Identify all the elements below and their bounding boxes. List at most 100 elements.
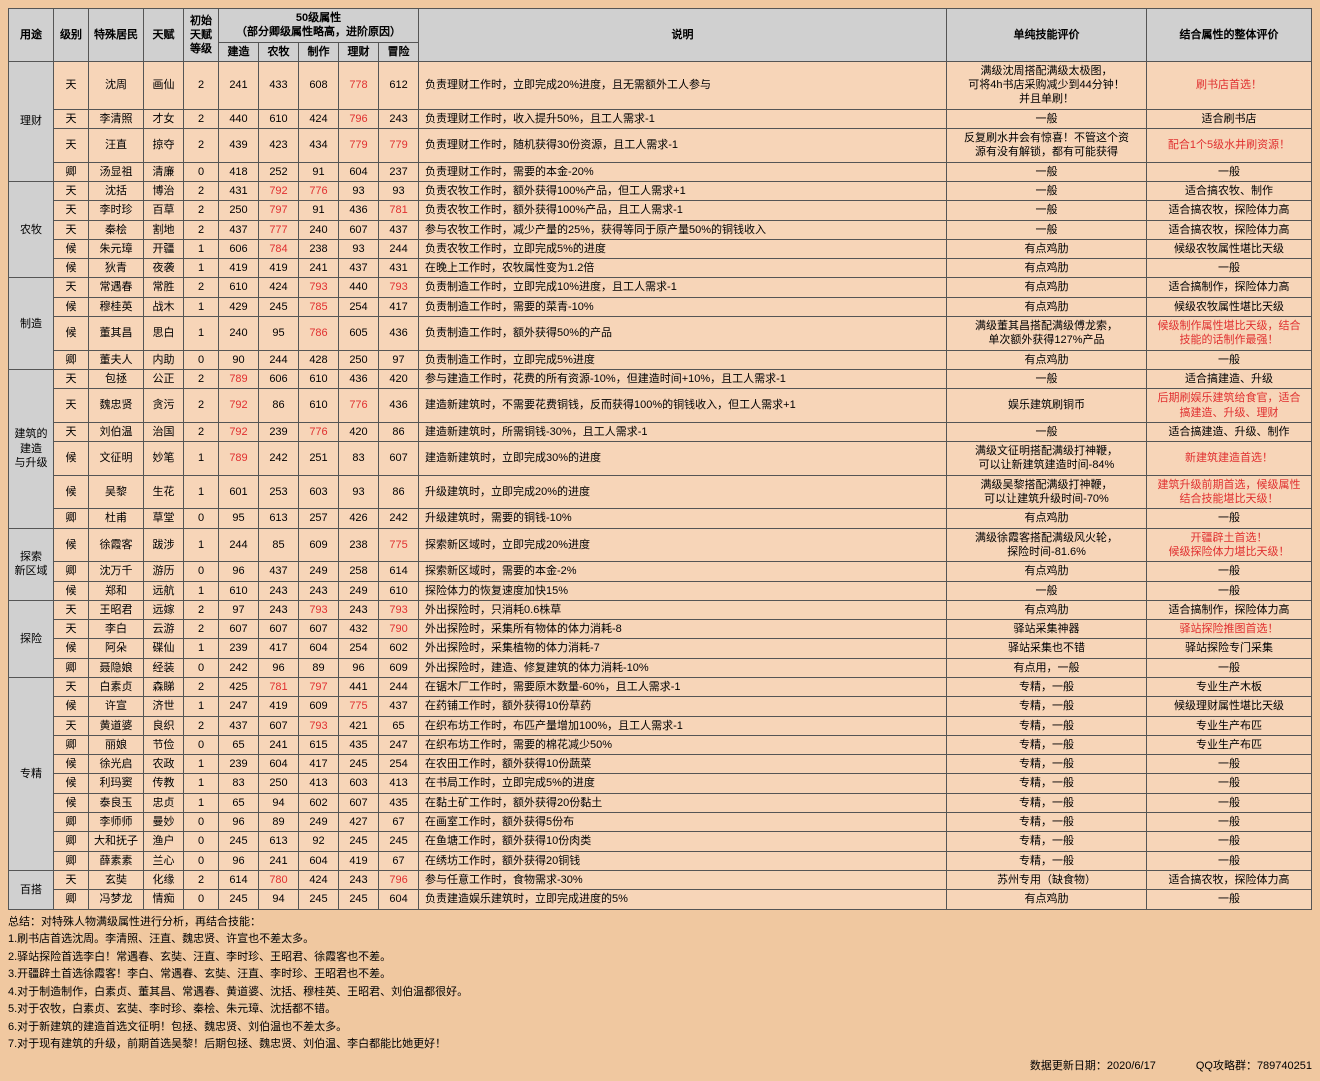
attr-val: 603 — [339, 774, 379, 793]
attr-val: 797 — [299, 677, 339, 696]
init-level: 2 — [184, 369, 219, 388]
desc: 在晚上工作时，农牧属性变为1.2倍 — [419, 259, 947, 278]
attr-val: 607 — [339, 220, 379, 239]
overall-eval: 候级制作属性堪比天级，结合技能的话制作最强！ — [1147, 317, 1312, 351]
level: 候 — [54, 475, 89, 509]
name: 文征明 — [89, 442, 144, 476]
attr-val: 605 — [339, 317, 379, 351]
level: 天 — [54, 677, 89, 696]
attr-val: 245 — [259, 297, 299, 316]
attr-val: 83 — [219, 774, 259, 793]
skill-eval: 驿站采集神器 — [947, 620, 1147, 639]
attr-val: 781 — [379, 201, 419, 220]
attr-val: 792 — [219, 389, 259, 423]
skill-eval: 反复刷水井会有惊喜！不管这个资源有没有解锁，都有可能获得 — [947, 129, 1147, 163]
level: 天 — [54, 61, 89, 109]
desc: 在画室工作时，额外获得5份布 — [419, 813, 947, 832]
name: 大和抚子 — [89, 832, 144, 851]
init-level: 2 — [184, 422, 219, 441]
attr-val: 250 — [259, 774, 299, 793]
attr-val: 421 — [339, 716, 379, 735]
summary-line: 6.对于新建筑的建造首选文征明！包拯、魏忠贤、刘伯温也不差太多。 — [8, 1019, 1312, 1036]
attr-val: 796 — [379, 870, 419, 889]
header-col: 级别 — [54, 9, 89, 62]
skill-eval: 一般 — [947, 109, 1147, 128]
name: 董夫人 — [89, 350, 144, 369]
attr-val: 440 — [339, 278, 379, 297]
attr-val: 431 — [379, 259, 419, 278]
attr-val: 91 — [299, 162, 339, 181]
attr-val: 793 — [299, 716, 339, 735]
attr-val: 433 — [259, 61, 299, 109]
header-sub: 制作 — [299, 42, 339, 61]
skill-eval: 有点鸡肋 — [947, 890, 1147, 909]
attr-val: 796 — [339, 109, 379, 128]
attr-val: 426 — [339, 509, 379, 528]
attr-val: 241 — [219, 61, 259, 109]
init-level: 2 — [184, 278, 219, 297]
attr-val: 97 — [219, 600, 259, 619]
attr-val: 789 — [219, 369, 259, 388]
attr-val: 779 — [339, 129, 379, 163]
attr-val: 417 — [299, 755, 339, 774]
level: 卿 — [54, 832, 89, 851]
desc: 建造新建筑时，所需铜钱-30%，且工人需求-1 — [419, 422, 947, 441]
desc: 在锯木厂工作时，需要原木数量-60%，且工人需求-1 — [419, 677, 947, 696]
attr-val: 95 — [219, 509, 259, 528]
level: 卿 — [54, 509, 89, 528]
skill-eval: 一般 — [947, 581, 1147, 600]
talent: 常胜 — [144, 278, 184, 297]
skill-eval: 专精，一般 — [947, 851, 1147, 870]
skill-eval: 有点鸡肋 — [947, 259, 1147, 278]
attr-val: 797 — [259, 201, 299, 220]
name: 冯梦龙 — [89, 890, 144, 909]
attr-val: 776 — [299, 181, 339, 200]
level: 天 — [54, 278, 89, 297]
name: 穆桂英 — [89, 297, 144, 316]
level: 候 — [54, 297, 89, 316]
skill-eval: 满级沈周搭配满级太极图，可将4h书店采购减少到44分钟！并且单刷！ — [947, 61, 1147, 109]
attr-val: 436 — [379, 389, 419, 423]
skill-eval: 一般 — [947, 162, 1147, 181]
overall-eval: 一般 — [1147, 162, 1312, 181]
attr-val: 441 — [339, 677, 379, 696]
overall-eval: 一般 — [1147, 890, 1312, 909]
attr-val: 606 — [219, 239, 259, 258]
attr-val: 243 — [259, 581, 299, 600]
overall-eval: 适合刷书店 — [1147, 109, 1312, 128]
attr-val: 604 — [339, 162, 379, 181]
desc: 外出探险时，只消耗0.6株草 — [419, 600, 947, 619]
header-col: 单纯技能评价 — [947, 9, 1147, 62]
talent: 夜袭 — [144, 259, 184, 278]
init-level: 1 — [184, 697, 219, 716]
attr-val: 606 — [259, 369, 299, 388]
overall-eval: 一般 — [1147, 755, 1312, 774]
name: 黄道婆 — [89, 716, 144, 735]
attr-val: 427 — [339, 813, 379, 832]
talent: 内助 — [144, 350, 184, 369]
overall-eval: 新建筑建造首选！ — [1147, 442, 1312, 476]
skill-eval: 驿站采集也不错 — [947, 639, 1147, 658]
talent: 游历 — [144, 562, 184, 581]
attr-val: 779 — [379, 129, 419, 163]
name: 白素贞 — [89, 677, 144, 696]
attr-val: 603 — [299, 475, 339, 509]
desc: 负责制造工作时，立即完成5%进度 — [419, 350, 947, 369]
skill-eval: 专精，一般 — [947, 697, 1147, 716]
summary-title: 总结：对特殊人物满级属性进行分析，再结合技能： — [8, 914, 1312, 931]
level: 天 — [54, 201, 89, 220]
attr-val: 790 — [379, 620, 419, 639]
attr-val: 89 — [259, 813, 299, 832]
name: 杜甫 — [89, 509, 144, 528]
attr-val: 93 — [339, 475, 379, 509]
attr-val: 609 — [299, 528, 339, 562]
group-name: 农牧 — [9, 181, 54, 277]
summary-line: 2.驿站探险首选李白！常遇春、玄奘、汪直、李时珍、王昭君、徐霞客也不差。 — [8, 949, 1312, 966]
attr-val: 778 — [339, 61, 379, 109]
name: 王昭君 — [89, 600, 144, 619]
skill-eval: 专精，一般 — [947, 677, 1147, 696]
attr-val: 613 — [259, 832, 299, 851]
overall-eval: 候级理财属性堪比天级 — [1147, 697, 1312, 716]
attr-val: 419 — [259, 259, 299, 278]
talent: 妙笔 — [144, 442, 184, 476]
